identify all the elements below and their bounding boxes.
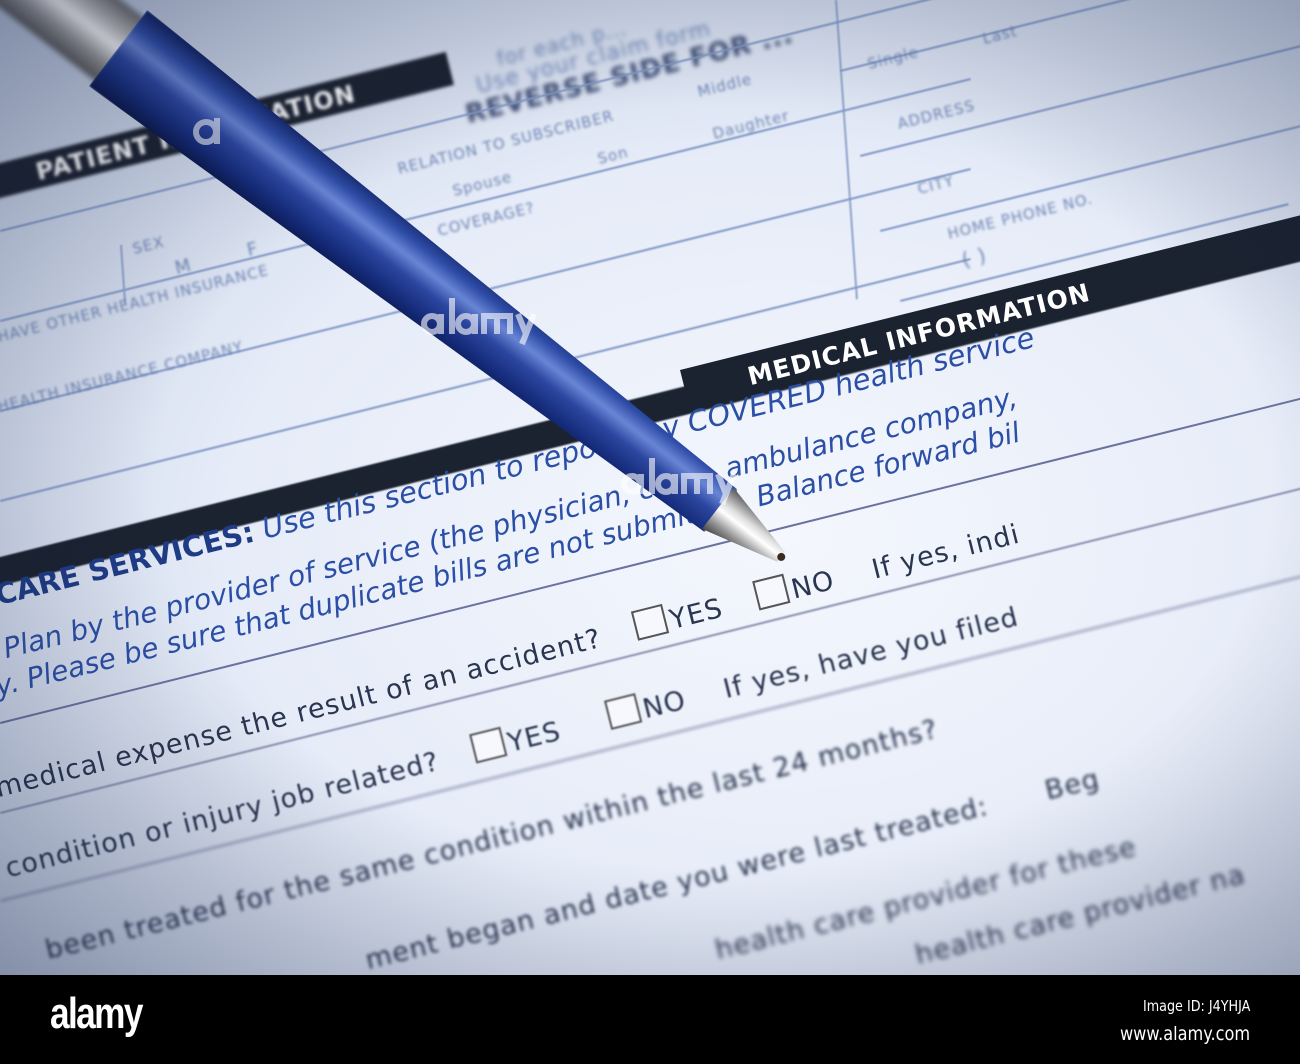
watermark [621, 458, 737, 506]
photo: for each p... Use your claim form REVERS… [0, 0, 1300, 975]
no-label: NO [639, 684, 690, 726]
label-middle: Middle [695, 70, 754, 101]
label-home-phone: HOME PHONE NO. [945, 189, 1095, 243]
label-sex: SEX [130, 232, 167, 258]
phone-parens: ( ) [959, 242, 990, 272]
label-coverage: COVERAGE? [435, 198, 537, 240]
footer-url[interactable]: www.alamy.com [1119, 1023, 1250, 1045]
form-rule [860, 34, 1300, 157]
option-daughter: Daughter [710, 106, 792, 143]
form-rule [880, 109, 1300, 232]
watermark [193, 118, 220, 145]
watermark [421, 298, 537, 346]
checkbox-no[interactable] [603, 693, 643, 730]
label-other-insurance: HAVE OTHER HEALTH INSURANCE [0, 261, 271, 346]
label-single: Single [865, 42, 921, 73]
if-yes-text: If yes, have you filed [720, 601, 1022, 706]
label-last: Last [980, 22, 1020, 48]
yes-label: YES [666, 592, 727, 636]
label-insurance-company: HEALTH INSURANCE COMPANY [0, 337, 246, 416]
question-tail: Beg [1041, 763, 1103, 807]
image-id: Image ID: J4YHJA [1142, 997, 1250, 1015]
alamy-logo: alamy [50, 989, 143, 1038]
question-text: ment began and date you were last treate… [362, 790, 992, 975]
footer-bar: alamy Image ID: J4YHJA www.alamy.com [0, 975, 1300, 1064]
checkbox-yes[interactable] [630, 603, 670, 641]
divider [835, 0, 858, 300]
label-address: ADDRESS [895, 96, 977, 133]
checkbox-yes[interactable] [468, 726, 508, 764]
yes-label: YES [504, 715, 565, 759]
label-city: CITY [915, 171, 957, 198]
